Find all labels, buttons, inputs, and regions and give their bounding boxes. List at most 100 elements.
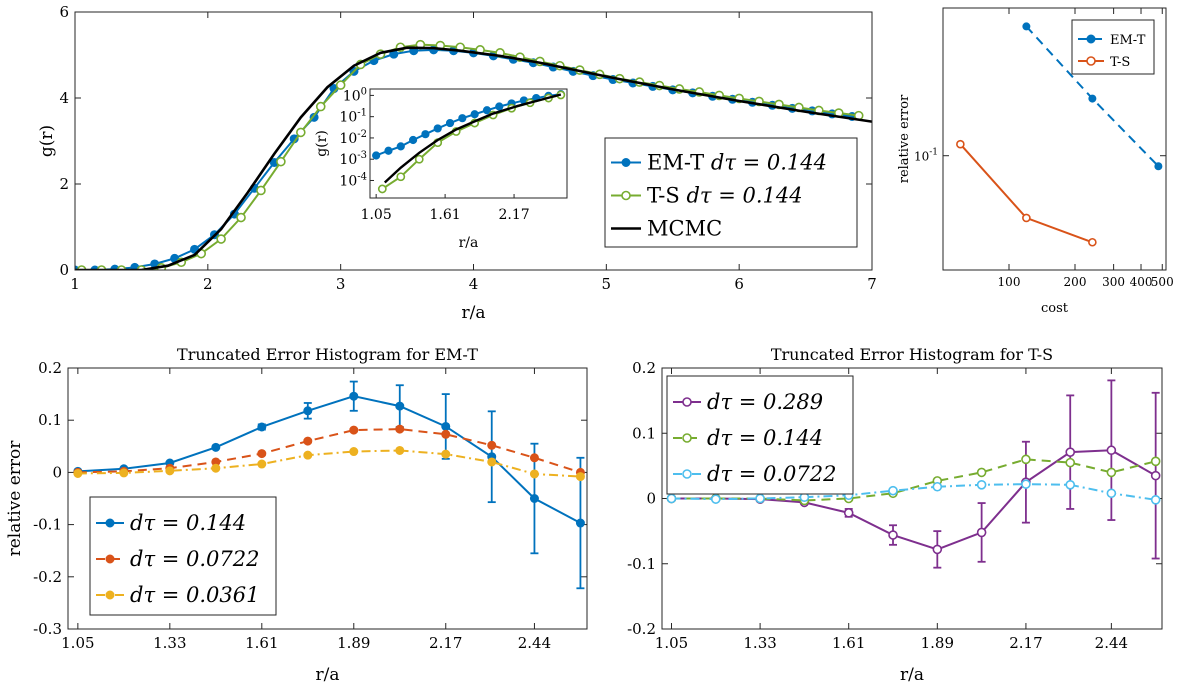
series-t-s-d-0-144-point	[256, 185, 266, 196]
y-axis-label: relative error	[5, 440, 25, 557]
series-d-0-0722-point	[441, 429, 451, 439]
axes-frame	[661, 367, 1163, 630]
series-d-0-0722-point	[395, 424, 405, 434]
x-tick-label: 6	[734, 275, 744, 293]
series-d-0-289-point	[843, 508, 854, 518]
series-d-0-0722-point	[1150, 495, 1161, 505]
x-tick-label: 1	[70, 275, 80, 293]
y-tick-label: -0.1	[33, 516, 62, 534]
series-d-0-289-point	[1150, 470, 1161, 481]
legend-label: dτ = 0.0722	[130, 547, 260, 571]
legend: dτ = 0.144 dτ = 0.0722 dτ = 0.0361	[89, 496, 277, 616]
series-d-0-0722-point	[529, 453, 539, 463]
legend-marker	[682, 469, 692, 479]
y-axis-label: relative error	[897, 94, 912, 183]
y-tick-label: 0	[646, 490, 656, 508]
series-layer	[956, 22, 1163, 247]
x-tick-label: 2.17	[429, 634, 462, 652]
inset-x-tick-label: 1.05	[361, 207, 392, 223]
series-d-0-144-point	[441, 421, 451, 431]
legend-box	[1071, 19, 1155, 75]
inset-point-green	[414, 154, 424, 164]
legend-marker	[1086, 56, 1096, 66]
series-layer	[666, 379, 1161, 569]
inset-series	[372, 90, 566, 194]
inset-point-green	[377, 184, 387, 194]
series-d-0-0361-point	[73, 468, 83, 478]
x-tick-label: 1.61	[245, 634, 278, 652]
x-tick-label: 2.17	[1009, 634, 1042, 652]
series-d-0-289-point	[976, 527, 987, 538]
series-d-0-144-point	[1021, 454, 1031, 465]
series-d-0-144-point	[349, 391, 359, 401]
series-d-0-0361-point	[349, 447, 359, 457]
inset-y-tick-label: 10-3	[339, 150, 367, 168]
series-em-t-point	[1154, 162, 1163, 171]
x-tick-label: 200	[1064, 275, 1087, 289]
x-tick-label: 2	[203, 275, 213, 293]
legend-marker	[621, 158, 631, 167]
legend-marker	[105, 554, 115, 564]
y-tick-label: 0	[59, 261, 69, 279]
series-d-0-0722-point	[257, 449, 267, 459]
series-t-s-d-0-144-point	[296, 127, 306, 138]
inset-line-black	[383, 93, 562, 184]
series-d-0-144-point	[257, 422, 267, 432]
series-t-s-d-0-144-line	[81, 43, 859, 270]
series-d-0-0722-point	[303, 436, 313, 446]
series-d-0-144-point	[303, 406, 313, 416]
series-d-0-0361-line	[77, 449, 581, 478]
series-t-s-point	[1022, 213, 1031, 223]
series-t-s-d-0-144-point	[276, 156, 286, 167]
series-d-0-144-point	[211, 442, 221, 452]
series-d-0-0722-line	[671, 483, 1156, 501]
y-tick-label: 10-1	[914, 148, 938, 164]
x-tick-label: 1.33	[743, 634, 776, 652]
series-d-0-0361-point	[303, 450, 313, 460]
y-tick-label: 0.1	[632, 424, 656, 442]
inset-x-tick-label: 2.17	[498, 207, 529, 223]
series-d-0-0722-point	[666, 493, 677, 504]
series-d-0-144-point	[395, 401, 405, 411]
x-tick-label: 4	[469, 275, 479, 293]
inset-point-blue	[445, 118, 455, 128]
y-tick-label: 2	[59, 175, 69, 193]
legend-label: dτ = 0.144	[707, 426, 823, 450]
legend-label: dτ = 0.289	[707, 390, 823, 414]
series-d-0-0722-line	[77, 428, 581, 474]
legend: EM-T T-S	[1071, 19, 1155, 75]
axes-frame	[74, 11, 873, 271]
series-t-s-d-0-144-point	[236, 212, 246, 223]
series-d-0-0722-point	[1065, 479, 1076, 490]
legend-marker	[621, 190, 631, 201]
series-d-0-144-point	[1106, 467, 1117, 478]
series-d-0-0361-point	[395, 445, 405, 455]
x-tick-label: 1.05	[655, 634, 688, 652]
x-tick-label: 5	[602, 275, 612, 293]
chart-emt: 1.05 1.33 1.61 1.89 2.17 2.44 -0.3 -0.2 -0.1 0 0.1…	[5, 345, 588, 685]
inset-y-tick-label: 10-1	[339, 108, 367, 126]
x-tick-label: 1.05	[61, 634, 94, 652]
series-t-s-point	[956, 139, 965, 149]
x-tick-label: 3	[336, 275, 346, 293]
series-d-0-0722-point	[888, 485, 898, 496]
series-d-0-0722-point	[932, 481, 943, 492]
inset-frame	[369, 88, 568, 199]
x-axis-label: r/a	[316, 665, 340, 685]
axes-frame	[942, 7, 1167, 271]
legend-label: T-S dτ = 0.144	[647, 184, 803, 208]
series-d-0-0361-point	[441, 449, 451, 459]
y-tick-label: -0.3	[33, 620, 62, 638]
inset-point-green	[396, 172, 406, 182]
series-d-0-0361-point	[165, 466, 175, 476]
legend: dτ = 0.289 dτ = 0.144 dτ = 0.0722	[666, 375, 854, 495]
series-d-0-0722-point	[1106, 488, 1117, 499]
series-t-s-d-0-144-point	[335, 80, 346, 90]
inset-point-blue	[421, 130, 430, 139]
series-d-0-0722-point	[710, 494, 721, 504]
series-d-0-144-point	[1065, 457, 1076, 468]
y-tick-label: -0.2	[33, 568, 62, 586]
inset-y-tick-label: 100	[343, 86, 367, 104]
legend-box	[604, 137, 858, 248]
